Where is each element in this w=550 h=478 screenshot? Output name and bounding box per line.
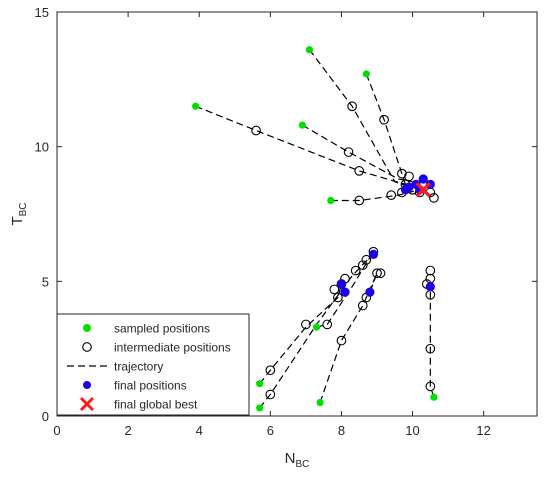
final-point: [425, 282, 435, 292]
intermediate-point: [386, 190, 397, 200]
trajectory-line: [429, 286, 435, 398]
legend-label: final positions: [114, 379, 187, 393]
x-tick-label: 0: [53, 423, 60, 438]
global-best-stroke: [415, 182, 431, 198]
sampled-point: [362, 70, 370, 78]
final-point: [368, 249, 379, 259]
y-tick-label: 0: [42, 409, 49, 424]
legend-item: final global best: [79, 396, 198, 412]
sampled-point: [256, 404, 264, 412]
intermediate-point: [251, 125, 261, 136]
final-point: [418, 174, 428, 184]
legend-item: trajectory: [67, 360, 163, 374]
x-tick-label: 6: [267, 423, 274, 438]
intermediate-point: [404, 171, 414, 182]
x-tick-label: 8: [338, 423, 345, 438]
intermediate-point: [379, 114, 389, 125]
final-point: [336, 279, 347, 289]
x-tick-label: 12: [476, 423, 490, 438]
x-axis-label-main: N: [285, 450, 296, 467]
final-point: [365, 287, 375, 297]
sampled-point: [192, 102, 200, 110]
intermediate-point: [375, 268, 386, 279]
sampled-point: [312, 323, 321, 331]
trajectory-line: [319, 273, 378, 403]
intermediate-point: [322, 319, 333, 330]
intermediate-point: [343, 147, 354, 157]
intermediate-point: [301, 319, 311, 330]
x-axis-label: NBC: [285, 450, 310, 470]
axes-frame: [56, 11, 538, 417]
intermediate-point: [347, 101, 357, 112]
intermediate-point: [354, 166, 365, 176]
trajectory-line: [308, 49, 410, 188]
global-best-marker: [415, 182, 431, 198]
intermediate-point: [357, 300, 368, 311]
intermediate-point: [425, 381, 436, 392]
y-tick-label: 15: [35, 5, 49, 20]
legend-item: sampled positions: [83, 322, 210, 336]
sampled-point: [316, 398, 324, 407]
intermediate-point: [357, 260, 368, 271]
y-axis-label: TBC: [9, 202, 29, 225]
trajectory-line: [316, 249, 375, 328]
legend-label: sampled positions: [114, 322, 210, 336]
plot-area: [192, 46, 439, 412]
intermediate-point: [361, 254, 372, 265]
legend-label: trajectory: [114, 360, 163, 374]
axis-ticks: 0 2 4 6 8 10 12 0 5 10 15: [35, 5, 537, 438]
legend: sampled positions intermediate positions t…: [56, 313, 250, 416]
y-tick-label: 10: [35, 140, 49, 155]
x-tick-label: 2: [124, 423, 131, 438]
sampled-point: [256, 380, 264, 388]
intermediate-point: [425, 265, 436, 276]
intermediate-point: [329, 284, 340, 295]
final-point: [400, 185, 411, 195]
legend-item: final positions: [83, 379, 187, 393]
intermediate-point: [265, 365, 276, 376]
intermediate-point: [429, 192, 439, 203]
x-tick-label: 10: [405, 423, 419, 438]
intermediate-point: [336, 335, 347, 346]
intermediate-point: [425, 343, 436, 354]
intermediate-point: [354, 195, 365, 206]
intermediate-point: [397, 168, 407, 179]
y-axis-label-sub: BC: [18, 202, 29, 216]
trajectory-line: [302, 124, 413, 183]
intermediate-point: [265, 389, 276, 400]
x-tick-label: 4: [196, 423, 203, 438]
legend-marker: [83, 324, 91, 332]
legend-label: final global best: [114, 398, 198, 412]
x-axis-label-sub: BC: [295, 459, 309, 470]
sampled-point: [430, 393, 438, 401]
y-axis-label-main: T: [9, 216, 26, 225]
sampled-point: [327, 196, 335, 205]
sampled-point: [305, 46, 314, 54]
y-tick-label: 5: [42, 274, 49, 289]
intermediate-point: [333, 292, 343, 303]
legend-marker: [79, 396, 95, 412]
intermediate-point: [350, 265, 361, 276]
final-point: [340, 287, 350, 297]
legend-marker: [82, 342, 92, 352]
legend-marker: [83, 381, 91, 389]
legend-label: intermediate positions: [114, 341, 231, 355]
sampled-point: [298, 121, 306, 129]
legend-item: intermediate positions: [82, 341, 231, 355]
intermediate-point: [372, 268, 382, 279]
